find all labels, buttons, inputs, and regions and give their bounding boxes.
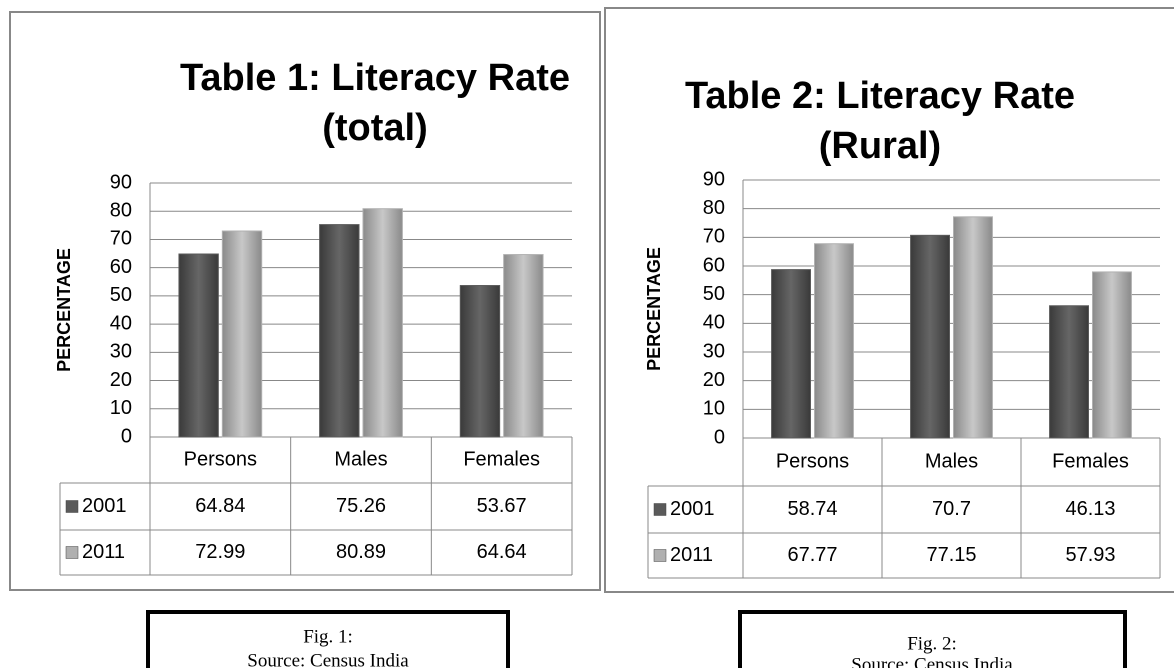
chart-title: (Rural) bbox=[819, 125, 941, 167]
legend-swatch bbox=[65, 546, 79, 559]
y-axis-label: PERCENTAGE bbox=[54, 248, 74, 372]
chart-frame bbox=[9, 11, 601, 591]
table-value: 75.26 bbox=[336, 495, 386, 517]
caption-source: Source: Census India bbox=[247, 650, 409, 668]
y-tick-label: 20 bbox=[110, 369, 132, 391]
table-value: 64.64 bbox=[477, 541, 527, 563]
x-tick-label: Persons bbox=[184, 448, 257, 470]
legend-label: 2001 bbox=[670, 498, 715, 520]
y-tick-label: 90 bbox=[110, 171, 132, 193]
legend-swatch bbox=[65, 500, 79, 513]
y-axis-label: PERCENTAGE bbox=[644, 247, 664, 371]
y-tick-label: 10 bbox=[703, 398, 725, 420]
y-tick-label: 90 bbox=[703, 168, 725, 190]
y-tick-label: 70 bbox=[703, 226, 725, 248]
y-tick-label: 40 bbox=[110, 312, 132, 334]
bar bbox=[459, 285, 501, 438]
y-tick-label: 80 bbox=[110, 200, 132, 222]
x-tick-label: Females bbox=[1052, 450, 1129, 472]
table-value: 57.93 bbox=[1065, 544, 1115, 566]
x-tick-label: Persons bbox=[776, 450, 849, 472]
chart-title: Table 1: Literacy Rate bbox=[180, 57, 570, 99]
chart-frame bbox=[604, 7, 1174, 593]
bar bbox=[1049, 305, 1089, 439]
table-value: 80.89 bbox=[336, 541, 386, 563]
table-value: 77.15 bbox=[926, 544, 976, 566]
caption-figure: Fig. 2: bbox=[907, 633, 957, 654]
table-value: 53.67 bbox=[477, 495, 527, 517]
y-tick-label: 20 bbox=[703, 369, 725, 391]
y-tick-label: 0 bbox=[714, 426, 725, 448]
y-tick-label: 10 bbox=[110, 397, 132, 419]
y-tick-label: 50 bbox=[110, 284, 132, 306]
y-tick-label: 30 bbox=[703, 340, 725, 362]
chart-title: Table 2: Literacy Rate bbox=[685, 75, 1075, 117]
y-tick-label: 60 bbox=[703, 254, 725, 276]
bar bbox=[953, 216, 993, 439]
caption-source: Source: Census India bbox=[851, 654, 1013, 668]
bar bbox=[1092, 271, 1132, 439]
table-value: 64.84 bbox=[195, 495, 245, 517]
table-value: 72.99 bbox=[195, 541, 245, 563]
y-tick-label: 40 bbox=[703, 312, 725, 334]
bar bbox=[910, 234, 951, 439]
y-tick-label: 30 bbox=[110, 341, 132, 363]
legend-label: 2011 bbox=[82, 541, 125, 563]
bar bbox=[362, 208, 403, 438]
caption-figure: Fig. 1: bbox=[303, 626, 353, 647]
table-value: 58.74 bbox=[787, 498, 837, 520]
bar bbox=[178, 253, 219, 438]
y-tick-label: 50 bbox=[703, 283, 725, 305]
chart-title: (total) bbox=[322, 107, 428, 149]
caption-box bbox=[738, 610, 1127, 668]
table-value: 67.77 bbox=[787, 544, 837, 566]
legend-label: 2001 bbox=[82, 495, 127, 517]
legend-swatch bbox=[653, 503, 667, 516]
x-tick-label: Females bbox=[463, 448, 540, 470]
legend-label: 2011 bbox=[670, 544, 713, 566]
x-tick-label: Males bbox=[334, 448, 387, 470]
legend-swatch bbox=[653, 549, 667, 562]
y-tick-label: 60 bbox=[110, 256, 132, 278]
y-tick-label: 70 bbox=[110, 228, 132, 250]
bar bbox=[771, 269, 812, 439]
bar bbox=[319, 224, 360, 438]
y-tick-label: 80 bbox=[703, 197, 725, 219]
bar bbox=[814, 243, 854, 439]
bar bbox=[221, 230, 263, 438]
x-tick-label: Males bbox=[925, 450, 978, 472]
caption-box bbox=[146, 610, 510, 668]
table-value: 70.7 bbox=[932, 498, 971, 520]
table-value: 46.13 bbox=[1065, 498, 1115, 520]
bar bbox=[503, 254, 544, 438]
y-tick-label: 0 bbox=[121, 425, 132, 447]
